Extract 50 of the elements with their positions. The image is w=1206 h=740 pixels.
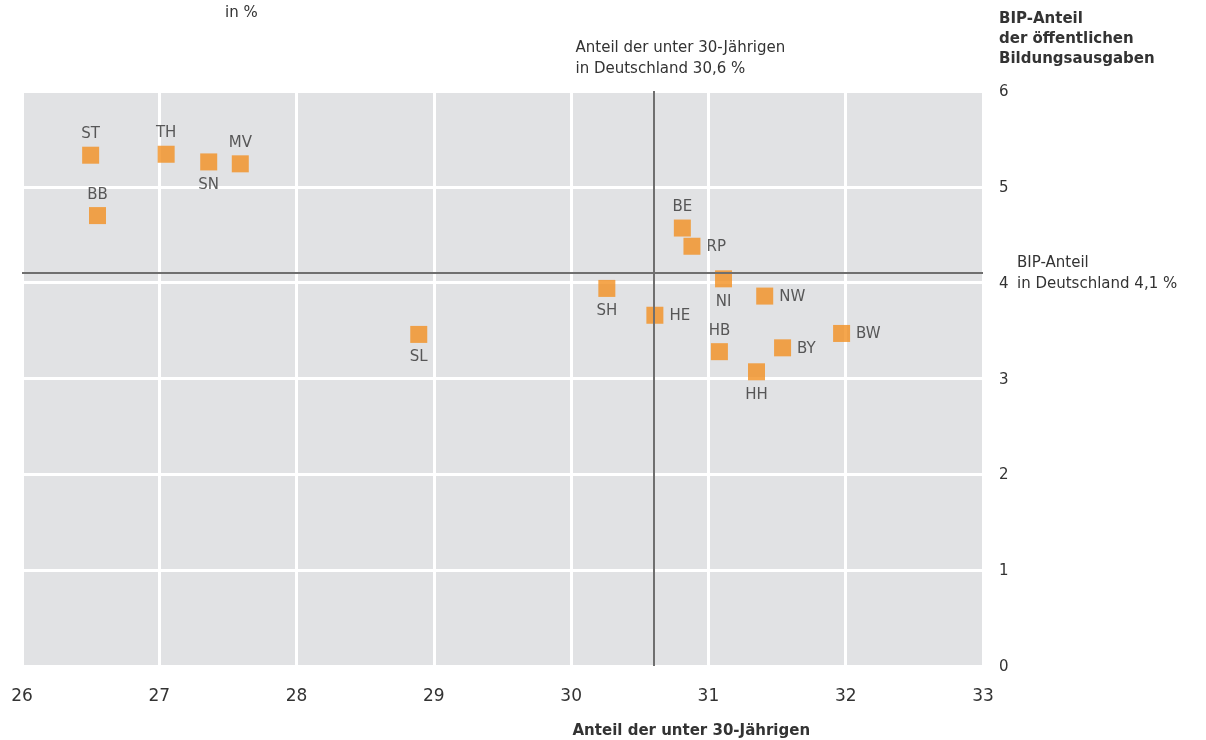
data-label: HB bbox=[708, 320, 731, 339]
x-tick-label: 30 bbox=[560, 684, 582, 705]
point bbox=[756, 287, 774, 305]
point bbox=[710, 343, 728, 361]
data-label: HH bbox=[745, 384, 768, 403]
x-tick-label: 27 bbox=[148, 684, 171, 705]
data-label: MV bbox=[228, 132, 253, 151]
data-label: ST bbox=[81, 124, 101, 143]
point bbox=[89, 207, 107, 225]
y-tick-label: 1 bbox=[999, 561, 1009, 580]
data-label: BE bbox=[672, 197, 693, 216]
point bbox=[82, 146, 100, 164]
point bbox=[747, 363, 765, 381]
data-label: BB bbox=[87, 184, 108, 203]
point bbox=[157, 145, 175, 163]
ref-line-label: Anteil der unter 30-Jährigen in Deutschland 30,6 % bbox=[575, 37, 786, 77]
data-label: NI bbox=[715, 291, 732, 310]
y-tick-label: 3 bbox=[999, 369, 1009, 388]
x-tick-label: 28 bbox=[285, 684, 308, 705]
y-tick-label: 0 bbox=[999, 657, 1009, 675]
data-label: SL bbox=[409, 347, 429, 366]
x-tick-label: 26 bbox=[11, 684, 33, 705]
ref-line-label: BIP-Anteil in Deutschland 4,1 % bbox=[1017, 252, 1178, 292]
text: in % bbox=[225, 2, 258, 21]
data-label: SH bbox=[596, 301, 618, 320]
point bbox=[410, 325, 428, 343]
point bbox=[683, 237, 701, 255]
data-label: TH bbox=[154, 123, 177, 142]
point bbox=[200, 153, 218, 171]
y-tick-label: 5 bbox=[999, 177, 1009, 196]
x-tick-label: 31 bbox=[697, 684, 720, 705]
data-label: HE bbox=[669, 306, 691, 325]
data-label: SN bbox=[198, 174, 220, 193]
y-tick-label: 2 bbox=[999, 465, 1009, 484]
point bbox=[231, 155, 249, 173]
data-label: NW bbox=[779, 287, 806, 306]
data-label: BY bbox=[797, 338, 817, 357]
data-label: BW bbox=[856, 324, 881, 343]
point bbox=[833, 324, 851, 342]
y-tick-label: 6 bbox=[999, 82, 1009, 100]
x-axis-title: Anteil der unter 30-Jährigen bbox=[572, 720, 811, 739]
point bbox=[673, 219, 691, 237]
x-tick-label: 32 bbox=[834, 684, 857, 705]
point bbox=[598, 279, 616, 297]
y-tick-label: 4 bbox=[999, 273, 1009, 292]
x-tick-label: 33 bbox=[972, 684, 994, 705]
point bbox=[774, 339, 792, 357]
data-label: RP bbox=[706, 237, 726, 256]
x-tick-label: 29 bbox=[423, 684, 445, 705]
y-axis-title: BIP-Anteil der öffentlichen Bildungsausgaben bbox=[999, 9, 1155, 67]
